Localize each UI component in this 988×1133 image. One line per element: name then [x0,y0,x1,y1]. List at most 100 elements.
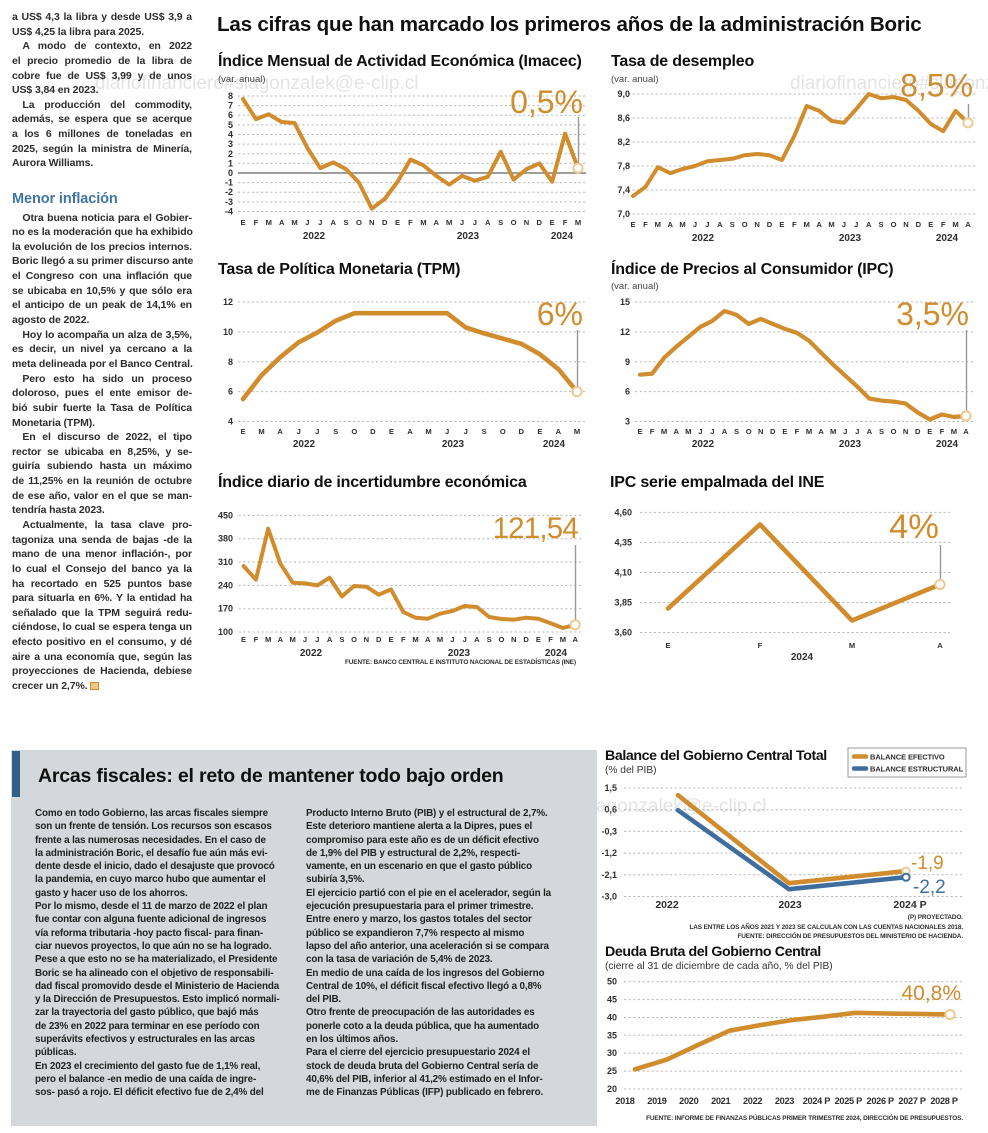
svg-text:S: S [344,218,349,227]
svg-text:D: D [770,427,776,436]
svg-text:J: J [705,220,709,229]
svg-text:6%: 6% [537,296,583,332]
svg-text:E: E [536,635,541,644]
svg-text:O: O [356,218,362,227]
svg-text:S: S [730,220,735,229]
svg-text:3: 3 [228,139,233,149]
svg-text:45: 45 [607,995,617,1005]
svg-text:O: O [499,635,505,644]
svg-text:2027 P: 2027 P [898,1096,925,1106]
svg-text:N: N [369,218,374,227]
svg-text:F: F [254,635,259,644]
svg-text:20: 20 [607,1084,617,1094]
svg-text:8,2: 8,2 [617,137,630,147]
svg-text:M: M [806,427,812,436]
svg-text:50: 50 [607,977,617,987]
svg-text:D: D [523,635,529,644]
svg-text:D: D [519,427,525,436]
svg-text:M: M [291,218,297,227]
svg-text:8,6: 8,6 [617,113,630,123]
svg-text:A: A [327,635,333,644]
svg-text:100: 100 [218,627,233,637]
svg-text:A: A [474,635,480,644]
svg-text:E: E [928,220,933,229]
svg-text:12: 12 [620,327,630,337]
svg-text:D: D [916,220,922,229]
svg-text:6: 6 [228,387,233,397]
svg-text:3,5%: 3,5% [896,296,969,332]
svg-text:40,8%: 40,8% [901,982,961,1005]
svg-text:A: A [717,220,723,229]
svg-text:1: 1 [228,158,233,168]
svg-text:M: M [661,427,667,436]
svg-text:N: N [364,635,369,644]
svg-text:A: A [867,427,873,436]
svg-text:M: M [258,427,264,436]
svg-text:-1,9: -1,9 [911,853,944,874]
svg-text:F: F [548,635,553,644]
svg-text:M: M [412,635,418,644]
svg-text:E: E [927,427,932,436]
svg-text:12: 12 [223,297,233,307]
svg-text:7,0: 7,0 [617,209,630,219]
svg-text:J: J [445,427,449,436]
svg-text:121,54: 121,54 [493,512,579,545]
svg-text:-4: -4 [225,207,233,217]
svg-text:O: O [500,427,506,436]
svg-text:E: E [240,218,245,227]
svg-text:N: N [758,427,763,436]
svg-text:8,5%: 8,5% [900,68,973,104]
svg-text:F: F [563,218,568,227]
svg-text:-1,2: -1,2 [601,848,617,858]
svg-text:M: M [849,641,855,650]
svg-text:S: S [339,635,344,644]
svg-text:6: 6 [228,110,233,120]
svg-text:M: M [655,220,661,229]
svg-text:O: O [511,218,517,227]
svg-text:3: 3 [625,417,630,427]
svg-text:E: E [779,220,784,229]
svg-text:O: O [742,220,748,229]
svg-text:F: F [940,427,945,436]
svg-text:M: M [425,427,431,436]
svg-text:A: A [277,427,283,436]
svg-text:M: M [828,220,834,229]
svg-text:30: 30 [607,1048,617,1058]
svg-text:FUENTE: INFORME DE FINANZAS PÚ: FUENTE: INFORME DE FINANZAS PÚBLICAS PRI… [646,1113,963,1122]
svg-text:170: 170 [218,604,233,614]
svg-text:J: J [318,218,322,227]
svg-text:F: F [795,427,800,436]
svg-text:D: D [537,218,543,227]
svg-text:BALANCE ESTRUCTURAL: BALANCE ESTRUCTURAL [870,765,964,774]
svg-text:D: D [376,635,382,644]
svg-text:M: M [265,635,271,644]
svg-text:8: 8 [228,91,233,101]
svg-text:E: E [550,218,555,227]
svg-text:A: A [816,220,822,229]
svg-text:2025 P: 2025 P [835,1096,862,1106]
svg-text:9: 9 [625,357,630,367]
svg-text:FUENTE: DIRECCIÓN DE PRESUPUES: FUENTE: DIRECCIÓN DE PRESUPUESTOS DEL MI… [737,931,963,940]
svg-text:A: A [667,220,673,229]
svg-text:A: A [818,427,824,436]
svg-text:2021: 2021 [711,1096,730,1106]
svg-text:3,85: 3,85 [614,598,632,608]
svg-text:2: 2 [228,149,233,159]
svg-text:O: O [891,427,897,436]
svg-text:J: J [855,427,859,436]
svg-text:D: D [915,427,921,436]
svg-text:2018: 2018 [615,1096,634,1106]
svg-text:2026 P: 2026 P [867,1096,894,1106]
svg-text:E: E [630,220,635,229]
svg-text:F: F [650,427,655,436]
svg-text:F: F [792,220,797,229]
svg-text:4: 4 [228,417,233,427]
svg-text:-3,0: -3,0 [601,892,617,902]
svg-text:-2,2: -2,2 [913,877,946,898]
svg-text:M: M [575,218,581,227]
svg-text:J: J [315,427,319,436]
svg-text:A: A [425,635,431,644]
svg-text:E: E [388,635,393,644]
svg-text:F: F [941,220,946,229]
svg-text:(P) PROYECTADO.: (P) PROYECTADO. [908,914,964,921]
